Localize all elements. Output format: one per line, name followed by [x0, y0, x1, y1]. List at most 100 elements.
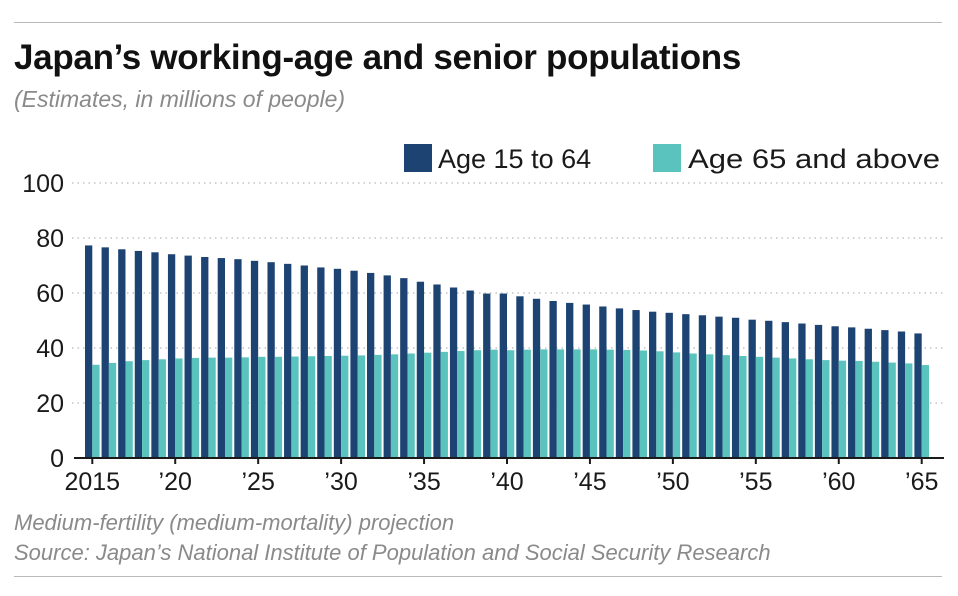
bar-age-65-plus	[440, 351, 448, 458]
x-tick-label: ’65	[905, 468, 938, 496]
bar-age-15-64	[201, 256, 209, 458]
x-axis-labels: 2015 ’20 ’25 ’30 ’35 ’40 ’45 ’50 ’55 ’60 ’65	[64, 468, 938, 496]
bar-age-15-64	[400, 278, 408, 458]
chart-title: Japan’s working-age and senior populatio…	[14, 38, 742, 77]
bar-age-15-64	[599, 306, 607, 458]
bar-age-15-64	[267, 262, 275, 458]
bar-age-65-plus	[490, 349, 498, 458]
bar-age-65-plus	[108, 362, 117, 458]
bar-age-15-64	[250, 260, 259, 458]
bar-age-65-plus	[241, 357, 249, 458]
bar-age-15-64	[781, 322, 789, 458]
bar-age-65-plus	[258, 356, 266, 458]
bar-age-65-plus	[507, 350, 515, 458]
bar-age-65-plus	[888, 362, 896, 458]
bar-chart: 0 20 40 60 80 100 2015 ’20 ’25 ’30 ’35 ’40 ’45 ’50 ’5…	[22, 144, 944, 496]
x-tick-label: ’25	[241, 468, 274, 496]
bar-age-15-64	[217, 258, 225, 458]
x-tick-marks	[91, 458, 923, 464]
bar-age-65-plus	[672, 352, 681, 458]
bar-age-15-64	[798, 323, 806, 458]
bar-age-65-plus	[838, 360, 847, 458]
bar-age-65-plus	[374, 354, 382, 458]
bar-age-15-64	[831, 326, 839, 458]
bar-age-15-64	[632, 310, 640, 458]
bar-age-65-plus	[142, 360, 150, 458]
bar-age-15-64	[814, 324, 823, 458]
bar-age-15-64	[532, 298, 541, 458]
bar-age-15-64	[101, 247, 109, 458]
bar-age-65-plus	[689, 353, 697, 458]
bar-age-65-plus	[341, 355, 349, 458]
legend-swatch-working-age	[404, 144, 432, 172]
bar-age-65-plus	[158, 359, 166, 458]
bar-age-65-plus	[225, 357, 233, 458]
top-rule	[14, 22, 942, 23]
x-tick-label: ’20	[159, 468, 192, 496]
bar-age-65-plus	[407, 353, 415, 458]
y-tick-label: 100	[22, 170, 64, 198]
bar-age-65-plus	[324, 355, 332, 458]
bar-age-15-64	[383, 275, 391, 458]
y-axis-labels: 0 20 40 60 80 100	[22, 170, 64, 473]
y-tick-label: 20	[36, 390, 64, 418]
bar-age-15-64	[765, 320, 773, 458]
bar-age-15-64	[566, 302, 574, 458]
bar-age-65-plus	[589, 349, 598, 458]
x-tick-label: ’50	[656, 468, 689, 496]
bar-age-15-64	[582, 304, 590, 458]
bar-age-15-64	[433, 284, 441, 458]
bar-age-65-plus	[789, 358, 797, 458]
bar-age-15-64	[416, 281, 425, 458]
bar-age-65-plus	[523, 349, 531, 458]
bar-age-65-plus	[175, 358, 183, 458]
x-tick-label: ’40	[490, 468, 523, 496]
bar-age-15-64	[848, 327, 856, 458]
bar-age-15-64	[134, 250, 143, 458]
y-tick-label: 40	[36, 335, 64, 363]
bar-age-65-plus	[208, 357, 216, 458]
bar-age-65-plus	[905, 363, 913, 458]
bar-age-65-plus	[274, 356, 283, 458]
bar-age-65-plus	[457, 351, 465, 458]
x-tick-label: ’55	[739, 468, 772, 496]
bar-age-65-plus	[357, 355, 366, 458]
bar-age-15-64	[516, 296, 524, 458]
bar-age-15-64	[118, 249, 126, 458]
legend-swatch-senior	[653, 144, 681, 172]
legend-label-working-age: Age 15 to 64	[438, 144, 591, 174]
bar-age-15-64	[317, 267, 325, 458]
bar-age-65-plus	[556, 349, 565, 458]
y-tick-label: 0	[50, 445, 64, 473]
bar-age-15-64	[499, 293, 507, 458]
x-tick-label: ’30	[324, 468, 357, 496]
bar-age-15-64	[914, 333, 922, 458]
bar-age-15-64	[151, 252, 159, 458]
bar-age-65-plus	[540, 349, 548, 458]
bars	[84, 245, 930, 458]
bar-age-65-plus	[390, 354, 399, 458]
bar-age-15-64	[333, 268, 342, 458]
chart-subtitle: (Estimates, in millions of people)	[14, 86, 346, 112]
bar-age-15-64	[300, 265, 308, 458]
bar-age-65-plus	[424, 352, 432, 458]
bar-age-15-64	[748, 319, 756, 458]
bar-age-65-plus	[722, 355, 730, 458]
bar-age-15-64	[897, 331, 906, 458]
bar-age-15-64	[549, 300, 557, 458]
bar-age-15-64	[449, 287, 458, 458]
bar-age-15-64	[715, 316, 723, 458]
bar-age-65-plus	[706, 354, 714, 458]
legend: Age 15 to 64 Age 65 and above	[404, 144, 940, 174]
bar-age-15-64	[731, 317, 740, 458]
bar-age-65-plus	[473, 350, 482, 458]
bar-age-15-64	[483, 293, 491, 458]
bar-age-65-plus	[755, 356, 764, 458]
source-note: Source: Japan’s National Institute of Po…	[14, 540, 771, 565]
projection-note: Medium-fertility (medium-mortality) proj…	[14, 510, 455, 535]
bar-age-65-plus	[639, 350, 648, 458]
bar-age-65-plus	[772, 357, 780, 458]
bar-age-15-64	[350, 270, 358, 458]
bar-age-15-64	[366, 272, 375, 458]
y-tick-label: 80	[36, 225, 64, 253]
